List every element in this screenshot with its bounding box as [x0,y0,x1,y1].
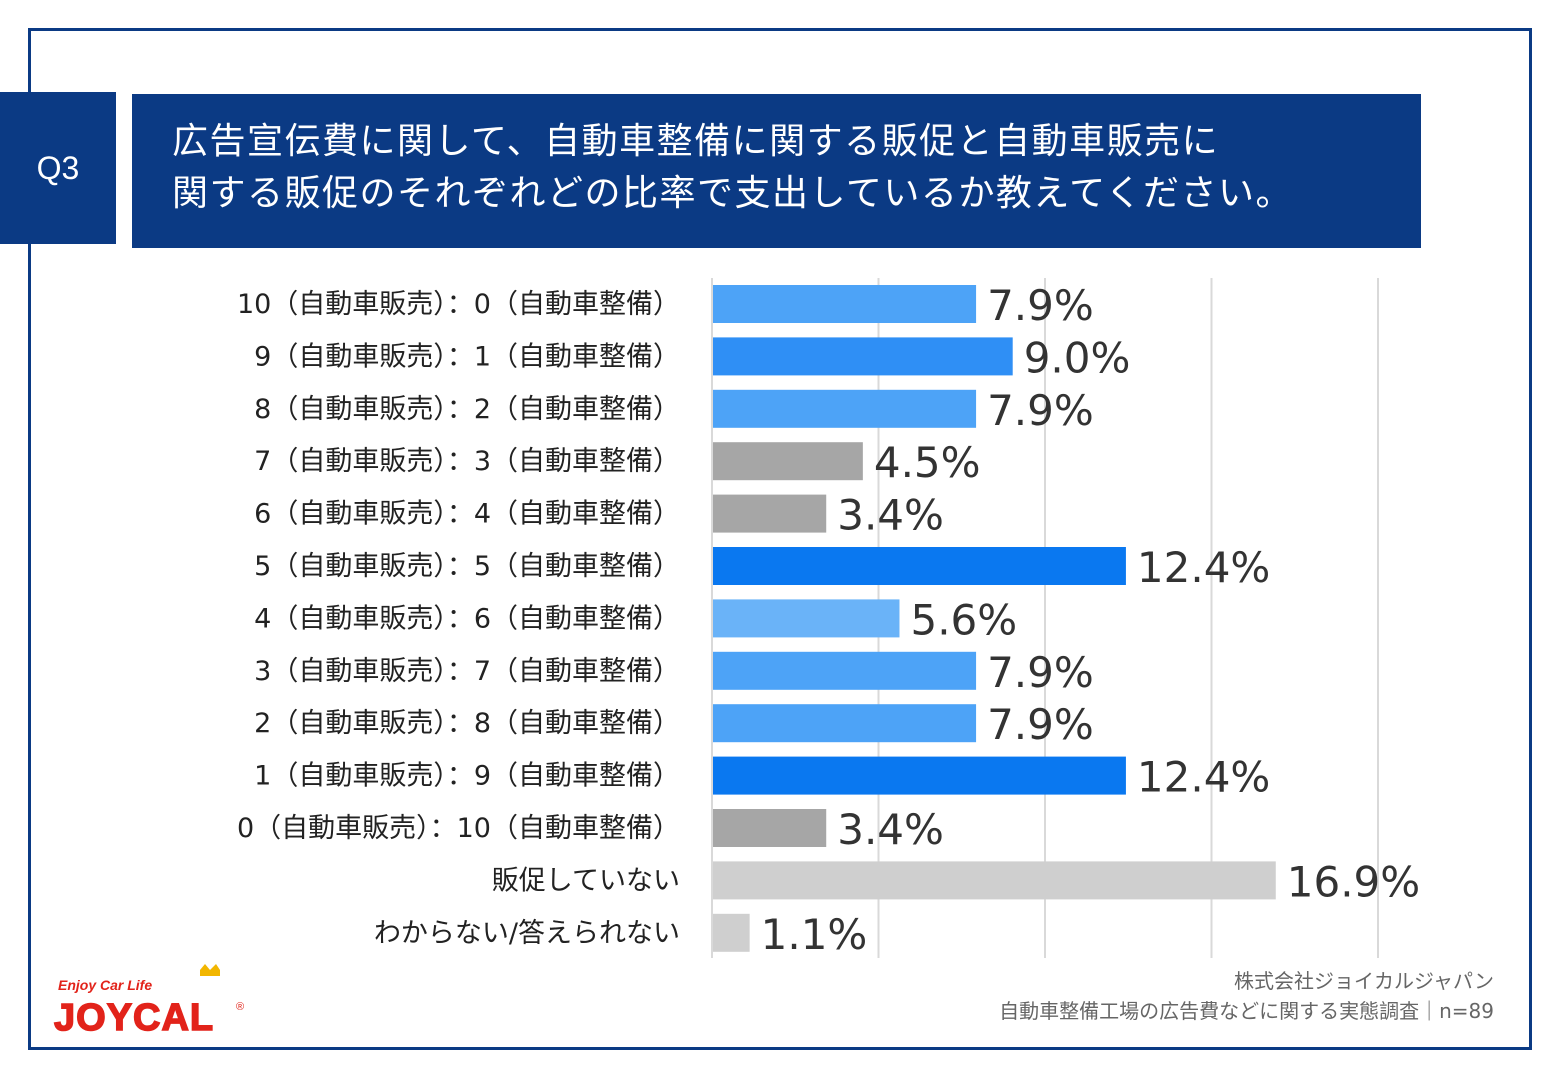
value-label: 7.9% [987,700,1094,749]
value-label: 7.9% [987,648,1094,697]
bar [713,494,827,533]
value-label: 7.9% [987,281,1094,330]
footer-survey: 自動車整備工場の広告費などに関する実態調査｜n=89 [999,999,1494,1023]
footer-source: 株式会社ジョイカルジャパン 自動車整備工場の広告費などに関する実態調査｜n=89 [999,966,1494,1026]
category-label: 4（自動車販売）：6（自動車整備） [254,603,680,634]
joycal-logo: Enjoy Car Life JOYCAL ® [53,964,244,1038]
category-label: 2（自動車販売）：8（自動車整備） [254,708,680,739]
value-label: 3.4% [837,491,944,540]
category-label: 9（自動車販売）：1（自動車整備） [254,341,680,372]
title-line-2: 関する販促のそれぞれどの比率で支出しているか教えてください。 [172,173,1294,214]
value-label: 12.4% [1137,753,1270,802]
logo-brand: JOYCAL [54,997,214,1038]
logo-tagline: Enjoy Car Life [58,977,152,993]
category-label: 5（自動車販売）：5（自動車整備） [254,551,680,582]
bar [713,704,977,743]
value-label: 9.0% [1024,333,1131,382]
value-label: 5.6% [910,595,1017,644]
category-label: 0（自動車販売）：10（自動車整備） [237,813,680,844]
value-label: 4.5% [874,438,981,487]
bar [713,756,1126,795]
bar [713,599,900,638]
question-title: 広告宣伝費に関して、自動車整備に関する販促と自動車販売に 関する販促のそれぞれど… [132,94,1421,248]
value-label: 16.9% [1287,857,1420,906]
value-label: 3.4% [837,805,944,854]
logo-registered-mark: ® [236,1001,244,1013]
bar [713,442,863,481]
category-label: 10（自動車販売）：0（自動車整備） [237,289,680,320]
bar [713,651,977,690]
bar [713,285,977,323]
crown-icon [200,964,220,976]
question-badge: Q3 [0,92,116,244]
category-label: 1（自動車販売）：9（自動車整備） [254,761,680,792]
bar [713,809,827,847]
value-label: 12.4% [1137,543,1270,592]
bar [713,389,977,428]
frame-border [28,28,1532,1050]
bar [713,861,1276,900]
category-label: 販促していない [492,865,680,896]
bar [713,337,1013,376]
value-label: 1.1% [761,910,868,959]
bar [713,913,750,952]
value-label: 7.9% [987,386,1094,435]
category-label: 7（自動車販売）：3（自動車整備） [254,446,680,477]
category-label: 6（自動車販売）：4（自動車整備） [254,499,680,530]
footer-company: 株式会社ジョイカルジャパン [1234,969,1494,993]
category-label: わからない/答えられない [374,918,680,949]
bar [713,547,1126,585]
category-label: 8（自動車販売）：2（自動車整備） [254,394,680,425]
category-label: 3（自動車販売）：7（自動車整備） [254,656,680,687]
title-line-1: 広告宣伝費に関して、自動車整備に関する販促と自動車販売に [172,121,1220,162]
